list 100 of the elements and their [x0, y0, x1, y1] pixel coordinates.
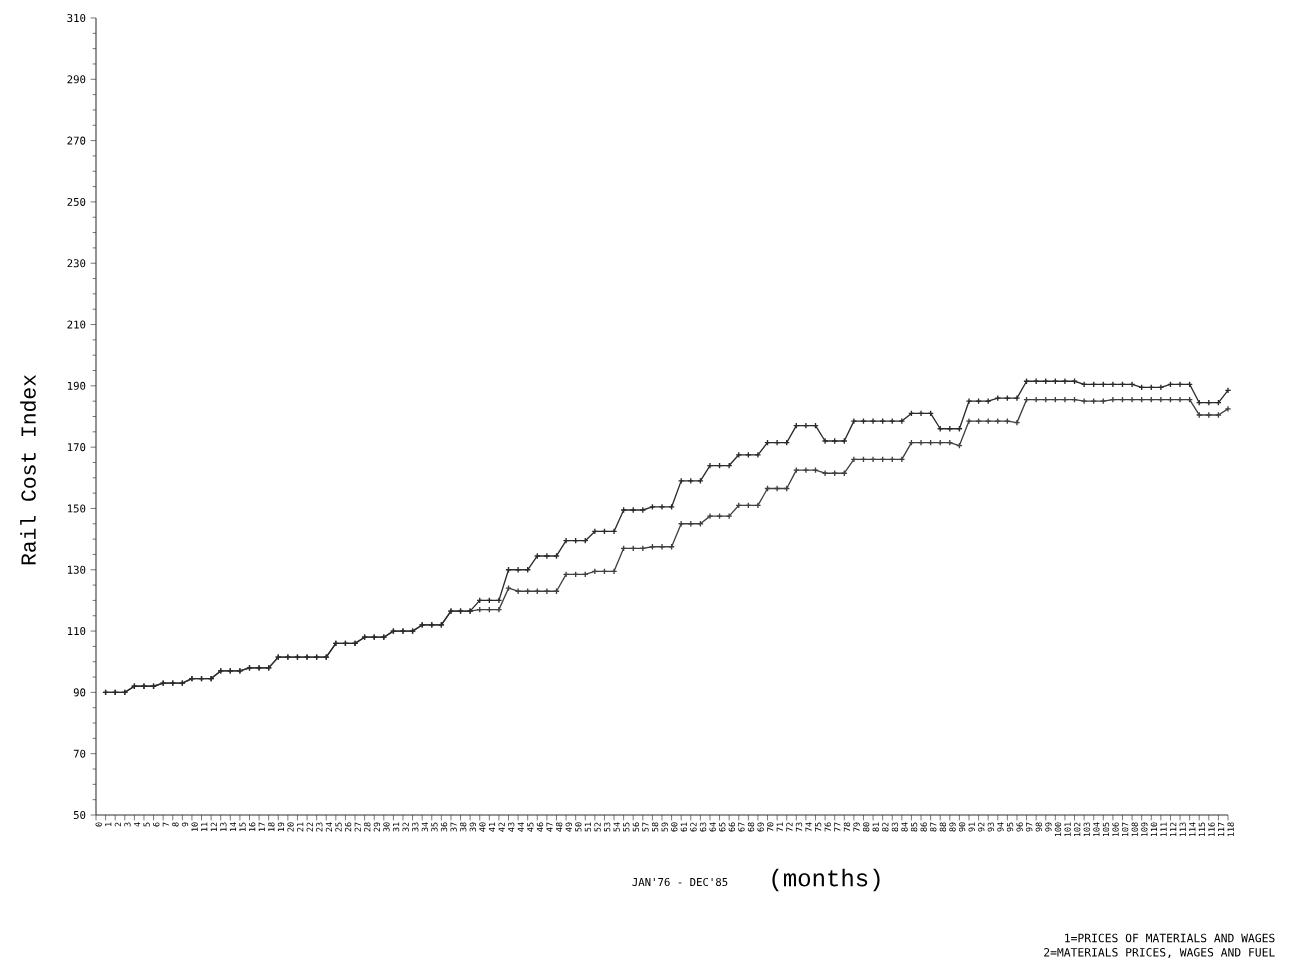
- x-tick-label: 91: [968, 822, 975, 832]
- x-tick-label: 116: [1208, 822, 1215, 837]
- x-axis-title: JAN'76 - DEC'85: [632, 877, 728, 887]
- x-tick-label: 101: [1064, 822, 1071, 837]
- x-tick-label: 28: [364, 822, 371, 832]
- x-tick-label: 31: [392, 822, 400, 832]
- x-tick-label: 115: [1198, 822, 1206, 837]
- x-tick-label: 2: [114, 822, 121, 827]
- x-tick-label: 3: [124, 822, 131, 827]
- x-tick-label: 106: [1112, 822, 1119, 837]
- y-tick-label: 90: [73, 688, 86, 697]
- x-tick-label: 90: [958, 822, 966, 832]
- text: (months): [772, 868, 880, 892]
- x-tick-label: 89: [949, 822, 956, 832]
- x-tick-label: 63: [699, 822, 707, 832]
- x-tick-label: 114: [1189, 822, 1196, 837]
- x-tick-label: 100: [1054, 822, 1062, 837]
- x-tick-label: 36: [440, 822, 448, 832]
- x-tick-label: 98: [1035, 822, 1042, 832]
- x-tick-label: 107: [1121, 822, 1129, 837]
- x-tick-label: 68: [747, 822, 755, 832]
- y-axis-title: Rail Cost Index: [20, 375, 36, 565]
- x-tick-label: 76: [824, 822, 831, 832]
- x-tick-label: 93: [987, 822, 995, 832]
- x-tick-label: 110: [1150, 822, 1158, 837]
- x-tick-label: 42: [498, 822, 505, 832]
- x-tick-label: 26: [344, 822, 352, 832]
- x-tick-label: 35: [431, 822, 438, 832]
- x-tick-label: 1: [105, 822, 112, 826]
- x-tick-label: 58: [651, 822, 659, 832]
- x-tick-label: 86: [920, 822, 927, 832]
- x-tick-label: 108: [1131, 822, 1138, 837]
- x-tick-label: 67: [738, 822, 745, 832]
- x-tick-label: 75: [815, 822, 822, 832]
- x-tick-label: 53: [603, 822, 611, 832]
- x-tick-label: 10: [191, 822, 198, 832]
- x-tick-label: 92: [978, 822, 985, 832]
- y-tick-label: 130: [67, 565, 86, 574]
- x-tick-label: 113: [1179, 822, 1186, 837]
- x-tick-label: 66: [728, 822, 736, 832]
- x-tick-label: 37: [450, 822, 457, 832]
- x-tick-label: 62: [690, 822, 697, 832]
- x-tick-label: 43: [508, 822, 515, 832]
- x-tick-label: 4: [133, 822, 141, 827]
- x-tick-label: 64: [709, 822, 716, 832]
- x-tick-label: 46: [536, 822, 544, 832]
- y-tick-label: 270: [67, 136, 86, 145]
- x-tick-label: 38: [460, 822, 467, 832]
- x-tick-label: 109: [1141, 822, 1148, 837]
- x-tick-label: 49: [565, 822, 572, 832]
- x-tick-label: 118: [1227, 822, 1234, 837]
- x-tick-label: 94: [997, 822, 1004, 832]
- x-tick-label: 54: [613, 822, 620, 832]
- x-tick-label: 23: [316, 822, 323, 832]
- x-tick-label: 24: [325, 822, 333, 832]
- x-tick-label: 44: [517, 822, 524, 832]
- x-tick-label: 83: [891, 822, 899, 832]
- y-tick-label: 190: [67, 381, 86, 390]
- x-tick-label: 81: [872, 822, 879, 832]
- x-tick-label: 13: [220, 822, 227, 832]
- x-tick-label: 103: [1083, 822, 1090, 837]
- x-tick-label: 40: [479, 822, 486, 832]
- x-tick-label: 84: [901, 822, 908, 832]
- x-tick-label: 33: [412, 822, 419, 832]
- x-tick-label: 74: [805, 822, 812, 832]
- x-tick-label: 72: [786, 822, 793, 832]
- x-tick-label: 16: [248, 822, 256, 832]
- y-tick-label: 110: [67, 627, 86, 636]
- x-tick-label: 39: [469, 822, 476, 832]
- x-tick-label: 87: [930, 822, 937, 832]
- x-tick-label: 14: [229, 822, 237, 832]
- y-tick-label: 210: [67, 320, 86, 329]
- x-tick-label: 12: [210, 822, 217, 832]
- y-tick-label: 250: [67, 197, 86, 206]
- x-tick-label: 71: [776, 822, 783, 832]
- x-tick-label: 117: [1218, 822, 1225, 837]
- x-tick-label: 29: [373, 822, 381, 832]
- x-tick-label: 21: [297, 822, 304, 832]
- x-tick-label: 55: [623, 822, 630, 832]
- y-tick-label: 150: [67, 504, 86, 513]
- x-tick-label: 6: [153, 822, 160, 827]
- x-tick-label: 59: [661, 822, 668, 832]
- x-tick-label: 32: [402, 822, 409, 832]
- y-tick-label: 70: [73, 749, 86, 758]
- x-tick-label: 69: [757, 822, 764, 832]
- x-tick-label: 7: [162, 822, 169, 827]
- y-tick-label: 170: [67, 443, 86, 452]
- x-tick-label: 79: [853, 822, 860, 832]
- x-tick-label: 111: [1160, 822, 1167, 837]
- x-tick-label: 85: [910, 822, 918, 832]
- text: 1=PRICES OF MATERIALS AND WAGES: [1065, 933, 1275, 943]
- x-tick-label: 22: [306, 822, 313, 832]
- x-tick-label: 95: [1006, 822, 1014, 832]
- x-tick-label: 56: [632, 822, 640, 832]
- x-tick-label: 82: [882, 822, 889, 832]
- y-tick-label: 230: [67, 259, 86, 268]
- x-tick-label: 61: [680, 822, 688, 832]
- x-tick-label: 104: [1093, 822, 1100, 837]
- x-tick-label: 60: [671, 822, 678, 832]
- x-tick-label: 78: [843, 822, 851, 832]
